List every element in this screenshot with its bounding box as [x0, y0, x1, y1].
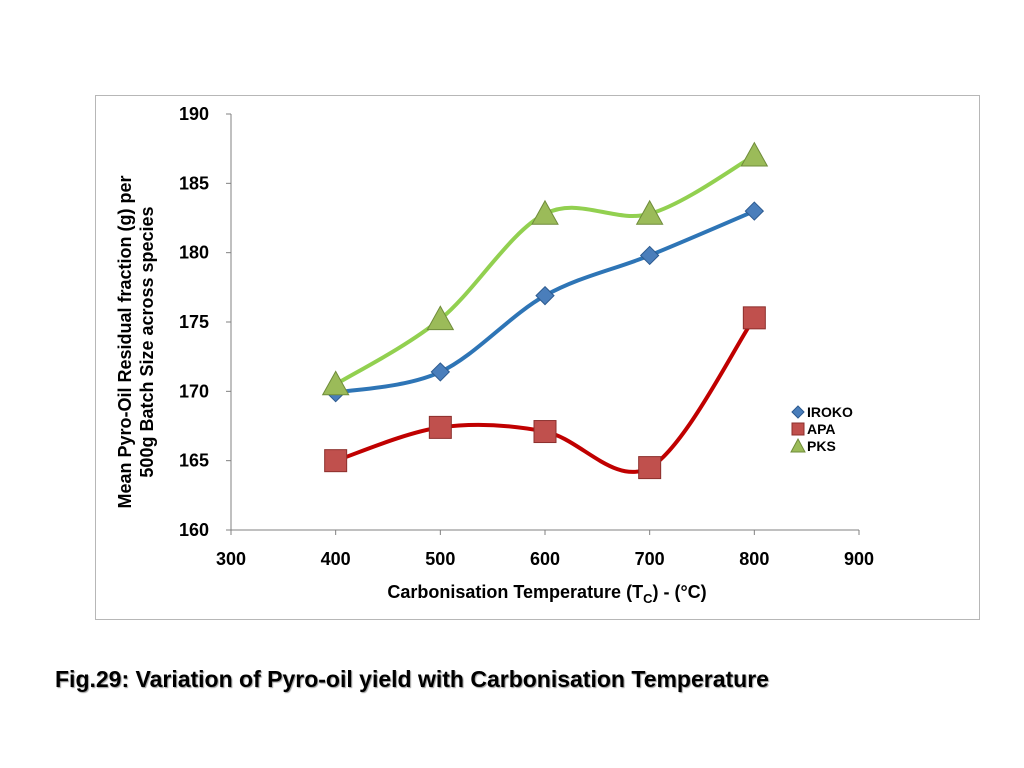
y-tick-label: 170 — [179, 381, 209, 401]
legend-label-iroko: IROKO — [807, 404, 853, 420]
legend-marker-pks — [790, 437, 806, 453]
data-point-pks — [531, 199, 559, 225]
x-tick-label: 400 — [321, 549, 351, 569]
pyro-oil-chart: 160 165 170 175 180 185 190 300 400 500 600 700 800 9… — [115, 104, 874, 606]
y-axis-title-line-1: Mean Pyro-Oil Residual fraction (g) per — [115, 175, 135, 508]
series-line-pks — [333, 153, 757, 387]
x-axis-title-main: Carbonisation Temperature (T — [387, 582, 643, 602]
series-line-apa — [333, 315, 757, 474]
y-tick-label: 160 — [179, 520, 209, 540]
data-point-apa — [324, 449, 348, 473]
data-point-apa — [428, 415, 452, 439]
legend-marker-iroko — [791, 405, 805, 419]
y-tick-label: 165 — [179, 451, 209, 471]
y-axis-title-line-2: 500g Batch Size across species — [137, 206, 157, 477]
legend-label-pks: PKS — [807, 438, 836, 454]
chart-frame: 160 165 170 175 180 185 190 300 400 500 600 700 800 9… — [95, 95, 980, 620]
data-point-pks — [426, 305, 455, 331]
data-point-pks — [740, 141, 769, 167]
legend-label-apa: APA — [807, 421, 836, 437]
data-point-iroko — [744, 201, 765, 221]
y-tick-label: 175 — [179, 312, 209, 332]
y-tick-label: 180 — [179, 243, 209, 263]
data-point-iroko — [430, 362, 451, 382]
data-point-apa — [742, 306, 766, 330]
legend-marker-apa — [791, 422, 805, 436]
y-tick-label: 185 — [179, 173, 209, 193]
x-tick-label: 500 — [425, 549, 455, 569]
x-tick-label: 600 — [530, 549, 560, 569]
x-tick-label: 300 — [216, 549, 246, 569]
x-axis-title-subscript: C — [643, 591, 653, 606]
data-point-apa — [533, 420, 557, 444]
data-point-apa — [638, 456, 662, 480]
x-axis-title: Carbonisation Temperature (TC) - (°C) — [387, 582, 706, 606]
y-tick-label: 190 — [179, 104, 209, 124]
x-tick-label: 800 — [739, 549, 769, 569]
x-axis-title-unit: ) - (°C) — [652, 582, 706, 602]
figure-caption: Fig.29: Variation of Pyro-oil yield with… — [55, 666, 769, 692]
data-point-iroko — [535, 285, 555, 306]
x-tick-label: 900 — [844, 549, 874, 569]
x-tick-label: 700 — [635, 549, 665, 569]
data-point-pks — [635, 199, 664, 225]
data-point-pks — [321, 370, 350, 396]
data-point-iroko — [639, 245, 660, 266]
